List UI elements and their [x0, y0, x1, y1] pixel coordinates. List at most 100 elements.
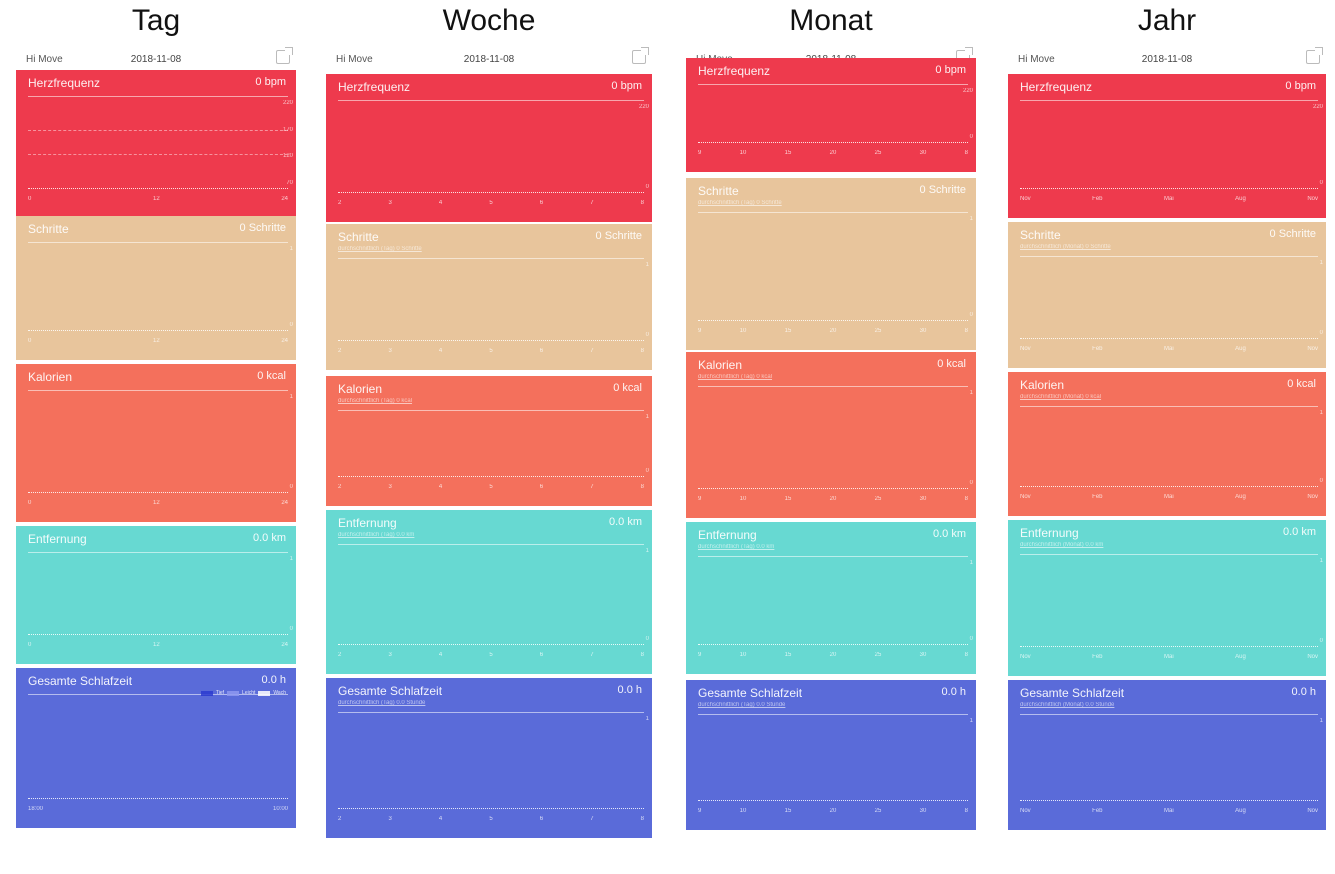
panel-average: durchschnittlich (Tag) 0 kcal	[338, 398, 413, 404]
y-axis-label: 0	[969, 134, 973, 140]
x-axis-label: 8	[640, 200, 644, 206]
x-axis-label: Nov	[1020, 654, 1031, 660]
panel-entfernung[interactable]: Entfernung durchschnittlich (Tag) 0.0 km 0…	[326, 510, 652, 674]
panel-kalorien[interactable]: Kalorien 0 kcal 1 0 0 12 24	[16, 364, 296, 522]
panel-gesamte-schlafzeit[interactable]: Gesamte Schlafzeit durchschnittlich (Mona…	[1008, 680, 1326, 830]
panel-value: 0.0 km	[608, 516, 642, 528]
y-axis-label: 0	[969, 636, 973, 642]
date-selector[interactable]: 2018-11-08	[463, 54, 515, 65]
x-axis-label: 5	[489, 816, 493, 822]
legend-label: Wach	[273, 690, 286, 696]
panel-schritte[interactable]: Schritte durchschnittlich (Tag) 0 Schritt…	[326, 224, 652, 370]
x-axis-labels: 2 3 4 5 6 7 8	[338, 484, 644, 490]
y-axis-label: 120	[282, 153, 293, 160]
chart-top-line	[1020, 100, 1318, 101]
panel-average: durchschnittlich (Monat) 0.0 km	[1020, 542, 1104, 548]
phone-screen: Hi Move2018-11-08TagWocheMonatJahrHerzfr…	[682, 42, 980, 874]
x-axis-label: 6	[539, 484, 544, 490]
panel-herzfrequenz[interactable]: Herzfrequenz 0 bpm 220 0 9 10 15 20 25 30 8	[686, 58, 976, 172]
share-icon[interactable]	[1306, 47, 1323, 64]
chart-top-line	[28, 390, 288, 391]
panel-average: durchschnittlich (Tag) 0 kcal	[698, 374, 773, 380]
view-heading: Jahr	[1137, 4, 1197, 37]
x-axis-label: Feb	[1092, 654, 1103, 660]
panel-kalorien[interactable]: Kalorien durchschnittlich (Tag) 0 kcal 0 k…	[686, 352, 976, 518]
panel-herzfrequenz[interactable]: Herzfrequenz 0 bpm 220 170 120 70 0 12 24	[16, 70, 296, 218]
x-axis-label: Nov	[1020, 346, 1031, 352]
y-axis-label: 1	[645, 414, 649, 420]
panel-value: 0.0 h	[941, 686, 966, 698]
x-axis-label: 7	[590, 652, 594, 658]
share-icon[interactable]	[632, 47, 649, 64]
x-axis-label: 0	[28, 500, 32, 506]
x-axis-label: 25	[874, 652, 882, 658]
x-axis-label: 20	[829, 150, 837, 156]
panel-schritte[interactable]: Schritte durchschnittlich (Monat) 0 Schri…	[1008, 222, 1326, 368]
panel-title: Kalorien	[338, 382, 383, 396]
phone-screen: Hi Move2018-11-08TagWocheMonatJahrHerzfr…	[1004, 42, 1330, 874]
chart-baseline	[698, 644, 968, 645]
x-axis-labels: 2 3 4 5 6 7 8	[338, 200, 644, 206]
chart-baseline	[698, 800, 968, 801]
x-axis-label: 2	[338, 484, 342, 490]
y-axis-label: 0	[969, 312, 973, 318]
date-selector[interactable]: 2018-11-08	[1141, 54, 1193, 65]
app-name: Hi Move	[1018, 54, 1055, 65]
panel-entfernung[interactable]: Entfernung durchschnittlich (Tag) 0.0 km 0…	[686, 522, 976, 674]
panel-title: Schritte	[698, 184, 739, 198]
x-axis-label: 9	[698, 808, 702, 814]
x-axis-label: 7	[590, 484, 594, 490]
panel-herzfrequenz[interactable]: Herzfrequenz 0 bpm 220 0 Nov Feb Mai Aug Nov	[1008, 74, 1326, 218]
share-icon[interactable]	[276, 47, 293, 64]
chart-top-line	[338, 712, 644, 713]
y-axis-label: 0	[1319, 330, 1323, 336]
panel-gesamte-schlafzeit[interactable]: Gesamte Schlafzeit durchschnittlich (Tag)…	[326, 678, 652, 838]
x-axis-label: 8	[640, 652, 644, 658]
y-axis-label: 170	[282, 126, 293, 133]
panel-kalorien[interactable]: Kalorien durchschnittlich (Tag) 0 kcal 0 k…	[326, 376, 652, 506]
chart-baseline	[338, 644, 644, 645]
panel-value: 0.0 h	[617, 684, 642, 696]
panel-schritte[interactable]: Schritte durchschnittlich (Tag) 0 Schritt…	[686, 178, 976, 350]
sleep-legend: Tief Leicht Wach	[200, 690, 286, 696]
chart-top-line	[28, 552, 288, 553]
panel-entfernung[interactable]: Entfernung durchschnittlich (Monat) 0.0 k…	[1008, 520, 1326, 676]
x-axis-labels: 2 3 4 5 6 7 8	[338, 652, 644, 658]
x-axis-label: 6	[539, 652, 544, 658]
y-axis-label: 70	[286, 180, 293, 186]
x-axis-labels: 9 10 15 20 25 30 8	[698, 496, 968, 502]
chart-baseline	[1020, 486, 1318, 487]
x-axis-labels: 0 12 24	[28, 196, 288, 202]
panel-herzfrequenz[interactable]: Herzfrequenz 0 bpm 220 0 2 3 4 5 6 7 8	[326, 74, 652, 222]
y-axis-label: 0	[645, 332, 649, 338]
chart-top-line	[698, 212, 968, 213]
panel-title: Entfernung	[28, 532, 87, 546]
panel-value: 0 kcal	[937, 358, 966, 370]
chart-top-line	[338, 100, 644, 101]
chart-baseline	[338, 192, 644, 193]
x-axis-label: Feb	[1092, 196, 1103, 202]
x-axis-labels: Nov Feb Mai Aug Nov	[1020, 346, 1318, 352]
chart-baseline	[698, 142, 968, 143]
panel-average: durchschnittlich (Tag) 0.0 km	[338, 532, 415, 538]
x-axis-labels: Nov Feb Mai Aug Nov	[1020, 808, 1318, 814]
x-axis-label: 6	[539, 816, 544, 822]
chart-top-line	[28, 694, 288, 695]
x-axis-label: 15	[784, 496, 792, 502]
panel-average: durchschnittlich (Tag) 0 Schritte	[698, 200, 782, 206]
panel-entfernung[interactable]: Entfernung 0.0 km 1 0 0 12 24	[16, 526, 296, 664]
panel-title: Kalorien	[698, 358, 743, 372]
x-axis-label: Nov	[1020, 494, 1031, 500]
panel-gesamte-schlafzeit[interactable]: Gesamte Schlafzeit 0.0 h 18:00 10:00 Tief Lei…	[16, 668, 296, 828]
date-selector[interactable]: 2018-11-08	[130, 54, 182, 65]
panel-value: 0.0 km	[932, 528, 966, 540]
chart-top-line	[338, 410, 644, 411]
legend-swatch	[227, 690, 240, 696]
x-axis-label: 7	[590, 348, 594, 354]
panel-gesamte-schlafzeit[interactable]: Gesamte Schlafzeit durchschnittlich (Tag)…	[686, 680, 976, 830]
chart-top-line	[338, 544, 644, 545]
panel-kalorien[interactable]: Kalorien durchschnittlich (Monat) 0 kcal 0…	[1008, 372, 1326, 516]
panel-schritte[interactable]: Schritte 0 Schritte 1 0 0 12 24	[16, 216, 296, 360]
x-axis-label: 5	[489, 348, 493, 354]
x-axis-label: 9	[698, 328, 702, 334]
